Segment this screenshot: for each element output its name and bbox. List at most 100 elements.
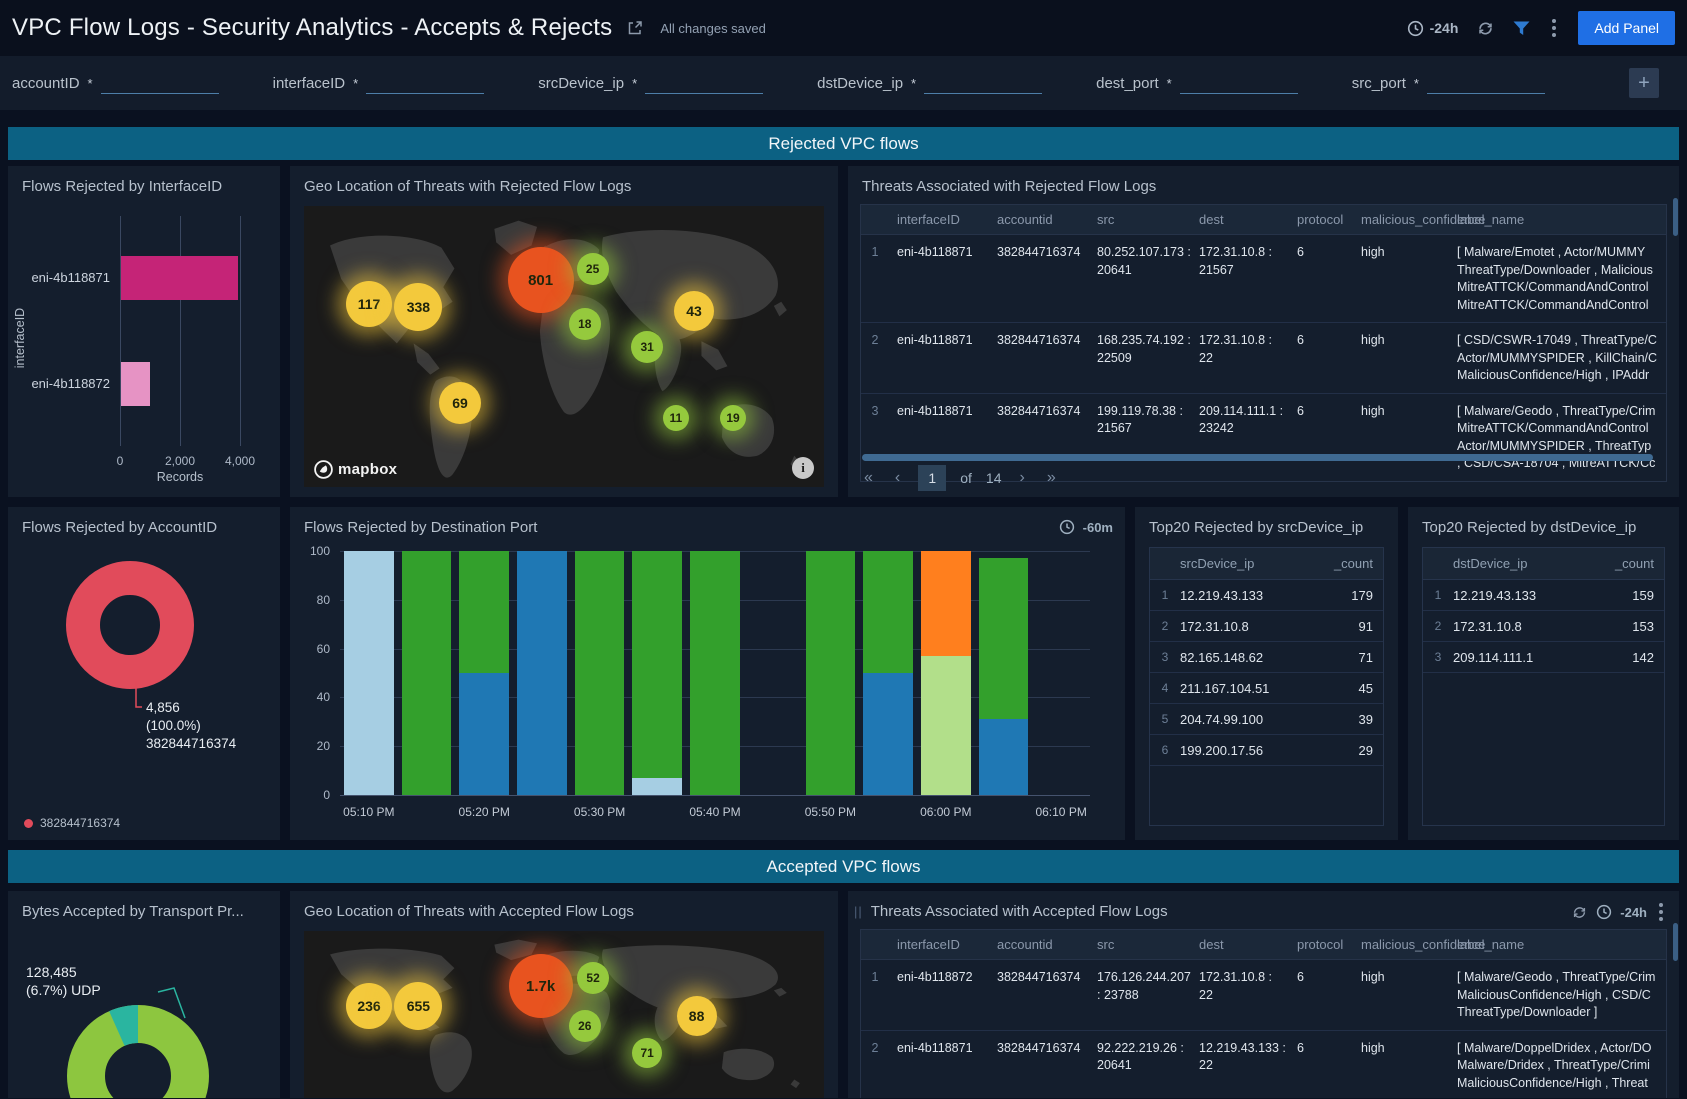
more-options-icon[interactable]	[1655, 903, 1667, 921]
column-header-interfaceID[interactable]: interfaceID	[897, 211, 960, 227]
table-row[interactable]: 1 eni-4b118871 382844716374 80.252.107.173 …	[861, 235, 1666, 323]
drag-handle-icon[interactable]: ||	[854, 904, 863, 919]
filter-input-src_port[interactable]	[1426, 72, 1545, 94]
stacked-bar-segment[interactable]	[920, 655, 971, 795]
stacked-bar-segment[interactable]	[459, 673, 510, 795]
accepted-threats-map[interactable]: 236 655 1.7k 52 26 71 88	[304, 931, 824, 1098]
map-bubble[interactable]: 25	[576, 253, 609, 286]
more-options-icon[interactable]	[1548, 19, 1560, 37]
table-row[interactable]: 2 172.31.10.8 91	[1150, 611, 1383, 642]
stacked-bar-segment[interactable]	[978, 558, 1029, 720]
filter-input-accountID[interactable]	[100, 72, 219, 94]
map-bubble[interactable]: 71	[632, 1037, 663, 1068]
table-row[interactable]: 1 12.219.43.133 159	[1423, 580, 1664, 611]
stacked-bar-segment[interactable]	[690, 551, 740, 795]
map-info-icon[interactable]: i	[792, 457, 814, 479]
time-range-control[interactable]: -24h	[1407, 20, 1458, 37]
table-row[interactable]: 4 211.167.104.51 45	[1150, 673, 1383, 704]
vertical-scrollbar[interactable]	[1673, 198, 1678, 236]
refresh-icon[interactable]	[1571, 904, 1588, 921]
first-page-button[interactable]: «	[864, 469, 873, 486]
add-panel-button[interactable]: Add Panel	[1578, 11, 1675, 45]
donut-legend[interactable]: 382844716374	[24, 816, 120, 830]
map-bubble[interactable]: 655	[394, 982, 443, 1031]
column-header-count[interactable]: _count	[1614, 556, 1654, 571]
stacked-bar-segment[interactable]	[344, 551, 394, 795]
column-header-srcDevice_ip[interactable]: srcDevice_ip	[1180, 556, 1255, 571]
column-header-dest[interactable]: dest	[1199, 211, 1224, 227]
table-row[interactable]: 1 12.219.43.133 179	[1150, 580, 1383, 611]
next-page-button[interactable]: ›	[1019, 469, 1025, 486]
table-row[interactable]: 3 eni-4b118871 382844716374 199.119.78.38 :…	[861, 394, 1666, 481]
last-page-button[interactable]: »	[1046, 469, 1056, 486]
map-bubble[interactable]: 11	[662, 405, 689, 432]
filter-input-dest_port[interactable]	[1179, 72, 1298, 94]
column-header-src[interactable]: src	[1097, 936, 1115, 952]
column-header-count[interactable]: _count	[1333, 556, 1373, 571]
map-bubble[interactable]: 236	[346, 983, 392, 1030]
stacked-bar-segment[interactable]	[574, 551, 625, 795]
map-bubble[interactable]: 69	[439, 381, 481, 424]
map-bubble[interactable]: 31	[631, 330, 664, 363]
filter-input-interfaceID[interactable]	[366, 72, 485, 94]
rejected-threats-map[interactable]: mapbox i 117 338 801 25 18 31 43 69 11 19	[304, 206, 824, 487]
prev-page-button[interactable]: ‹	[894, 469, 901, 486]
column-header-dstDevice_ip[interactable]: dstDevice_ip	[1453, 556, 1528, 571]
stacked-bar-segment[interactable]	[459, 551, 510, 673]
mapbox-logo[interactable]: mapbox	[314, 460, 397, 479]
map-bubble[interactable]: 18	[568, 308, 601, 341]
table-row[interactable]: 3 82.165.148.62 71	[1150, 642, 1383, 673]
map-bubble[interactable]: 19	[720, 405, 746, 432]
bar-eni-4b118871[interactable]	[121, 256, 238, 301]
map-bubble[interactable]: 52	[577, 961, 610, 994]
map-bubble[interactable]: 26	[568, 1010, 601, 1043]
panel-time-range[interactable]: -60m	[1082, 519, 1113, 535]
column-header-malicious_confidence[interactable]: malicious_confidence	[1361, 936, 1486, 952]
table-row[interactable]: 3 209.114.111.1 142	[1423, 642, 1664, 673]
map-bubble[interactable]: 117	[346, 281, 392, 328]
table-row[interactable]: 2 eni-4b118871 382844716374 92.222.219.26 :…	[861, 1031, 1666, 1099]
table-row[interactable]: 1 eni-4b118872 382844716374 176.126.244.207…	[861, 960, 1666, 1031]
share-icon[interactable]	[626, 19, 644, 37]
column-header-label_name[interactable]: label_name	[1457, 936, 1525, 952]
column-header-dest[interactable]: dest	[1199, 936, 1224, 952]
add-filter-button[interactable]: +	[1628, 68, 1659, 98]
column-header-interfaceID[interactable]: interfaceID	[897, 936, 960, 952]
stacked-bar-segment[interactable]	[863, 551, 913, 673]
stacked-bar-segment[interactable]	[632, 777, 683, 795]
stacked-bar-segment[interactable]	[401, 551, 452, 795]
map-bubble[interactable]: 43	[674, 291, 714, 332]
donut-chart[interactable]	[8, 507, 280, 742]
current-page[interactable]: 1	[918, 465, 947, 491]
stacked-bar-segment[interactable]	[805, 551, 856, 795]
stacked-bar-segment[interactable]	[978, 719, 1029, 795]
column-header-accountid[interactable]: accountid	[997, 936, 1053, 952]
column-header-protocol[interactable]: protocol	[1297, 211, 1344, 227]
table-row[interactable]: 2 eni-4b118871 382844716374 168.235.74.192 …	[861, 323, 1666, 394]
vertical-scrollbar[interactable]	[1673, 923, 1678, 961]
column-header-label_name[interactable]: label_name	[1457, 211, 1525, 227]
stacked-bar-segment[interactable]	[920, 551, 971, 656]
filter-input-srcDevice_ip[interactable]	[645, 72, 764, 94]
table-row[interactable]: 6 199.200.17.56 29	[1150, 735, 1383, 766]
map-bubble[interactable]: 88	[676, 996, 717, 1037]
table-row[interactable]: 2 172.31.10.8 153	[1423, 611, 1664, 642]
table-row[interactable]: 5 204.74.99.100 39	[1150, 704, 1383, 735]
column-header-src[interactable]: src	[1097, 211, 1115, 227]
filter-input-dstDevice_ip[interactable]	[924, 72, 1043, 94]
stacked-bar-segment[interactable]	[517, 551, 567, 795]
horizontal-scrollbar[interactable]	[862, 454, 1653, 461]
column-header-accountid[interactable]: accountid	[997, 211, 1053, 227]
map-bubble[interactable]: 801	[507, 247, 574, 314]
bar-eni-4b118872[interactable]	[121, 361, 150, 406]
column-header-protocol[interactable]: protocol	[1297, 936, 1344, 952]
stacked-bar-segment[interactable]	[863, 673, 913, 795]
donut-chart[interactable]	[8, 891, 280, 1098]
map-bubble[interactable]: 338	[394, 283, 443, 332]
filter-icon[interactable]	[1513, 21, 1530, 36]
stacked-bar-segment[interactable]	[632, 551, 683, 778]
map-bubble[interactable]: 1.7k	[508, 954, 573, 1019]
refresh-icon[interactable]	[1476, 19, 1495, 38]
column-header-malicious_confidence[interactable]: malicious_confidence	[1361, 211, 1486, 227]
panel-time-range[interactable]: -24h	[1620, 904, 1647, 920]
